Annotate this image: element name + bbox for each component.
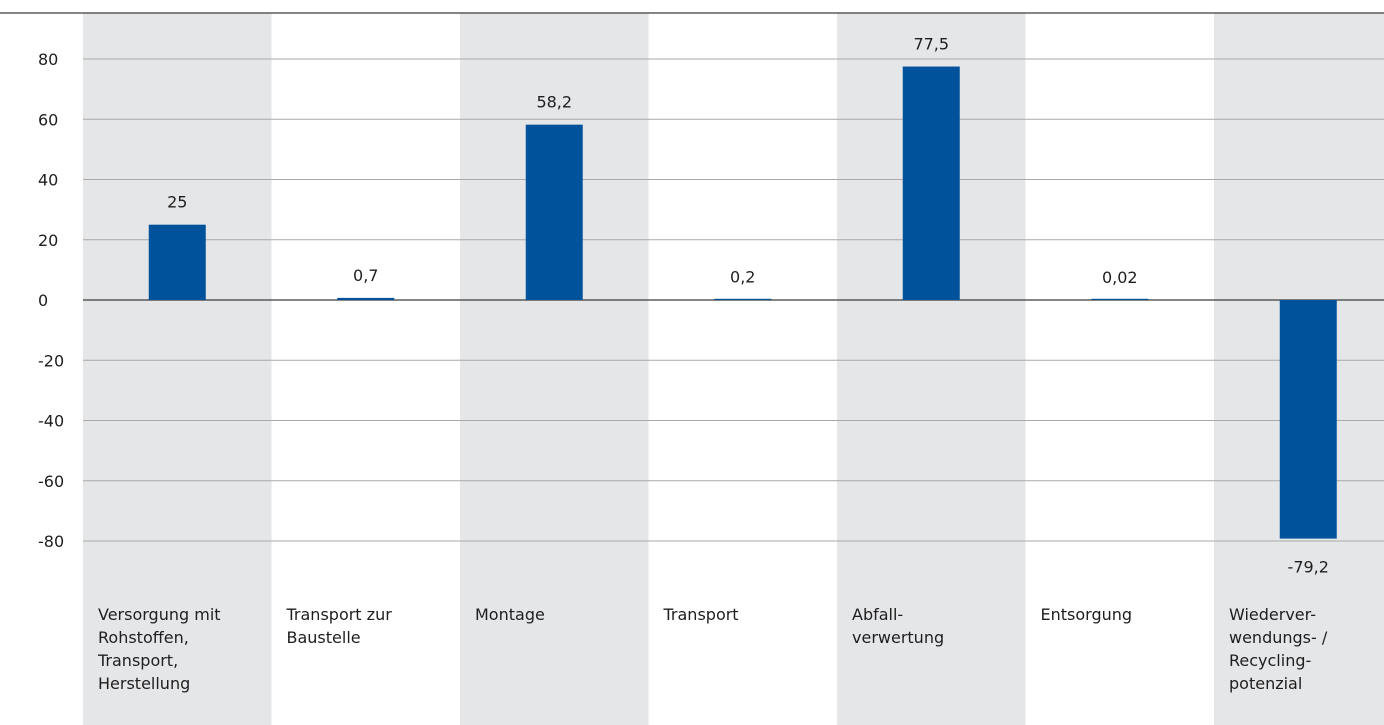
category-label-line: Transport zur <box>286 605 393 624</box>
value-label: 0,02 <box>1102 268 1138 287</box>
value-label: 0,2 <box>730 267 755 286</box>
category-label: Versorgung mit Rohstoffen, Transport, Herst… <box>97 605 221 693</box>
value-label: 77,5 <box>913 35 949 54</box>
y-axis-tick-labels: 80 60 40 20 0 -20 -40 -60 -80 <box>38 50 64 551</box>
category-label-line: Montage <box>475 605 545 624</box>
value-label: 58,2 <box>536 93 572 112</box>
value-label: 25 <box>167 193 187 212</box>
y-tick-label: 80 <box>38 50 58 69</box>
category-label-line: verwertung <box>852 628 944 647</box>
category-bands <box>83 13 1384 725</box>
category-label-line: Herstellung <box>98 674 190 693</box>
category-label-line: Transport <box>663 605 739 624</box>
category-label-line: Wiederver- <box>1229 605 1316 624</box>
bar <box>714 298 772 300</box>
bar <box>148 224 206 300</box>
category-label-line: potenzial <box>1229 674 1302 693</box>
category-label: Entsorgung <box>1041 605 1133 624</box>
y-tick-label: -60 <box>38 472 64 491</box>
y-tick-label: 60 <box>38 110 58 129</box>
category-label: Transport zur Baustelle <box>286 605 393 647</box>
category-label-line: Baustelle <box>287 628 361 647</box>
y-tick-label: 40 <box>38 171 58 190</box>
y-tick-label: 0 <box>38 291 48 310</box>
y-tick-label: -80 <box>38 532 64 551</box>
bar <box>525 124 583 300</box>
category-label: Wiederver-wendungs- / Recycling-potenzial <box>1229 605 1328 693</box>
bar <box>337 297 395 300</box>
y-tick-label: 20 <box>38 231 58 250</box>
bar <box>902 66 960 300</box>
category-label-line: Transport, <box>97 651 178 670</box>
category-label-line: Abfall- <box>852 605 903 624</box>
value-label: 0,7 <box>353 266 378 285</box>
category-label: Transport <box>663 605 739 624</box>
category-band <box>83 13 272 725</box>
category-label-line: Rohstoffen, <box>98 628 189 647</box>
value-labels: 25 0,7 58,2 0,2 77,5 0,02 -79,2 <box>167 35 1329 577</box>
category-label-line: wendungs- / <box>1229 628 1328 647</box>
category-label: Abfall-verwertung <box>852 605 944 647</box>
category-label-line: Entsorgung <box>1041 605 1133 624</box>
y-tick-label: -40 <box>38 412 64 431</box>
category-labels: Versorgung mit Rohstoffen, Transport, Herst… <box>97 605 1328 693</box>
y-tick-label: -20 <box>38 351 64 370</box>
bar <box>1091 298 1149 300</box>
category-label-line: Versorgung mit <box>98 605 221 624</box>
value-label: -79,2 <box>1288 558 1329 577</box>
bars <box>148 66 1337 539</box>
category-label: Montage <box>475 605 545 624</box>
category-label-line: Recycling- <box>1229 651 1311 670</box>
bar <box>1279 300 1337 539</box>
